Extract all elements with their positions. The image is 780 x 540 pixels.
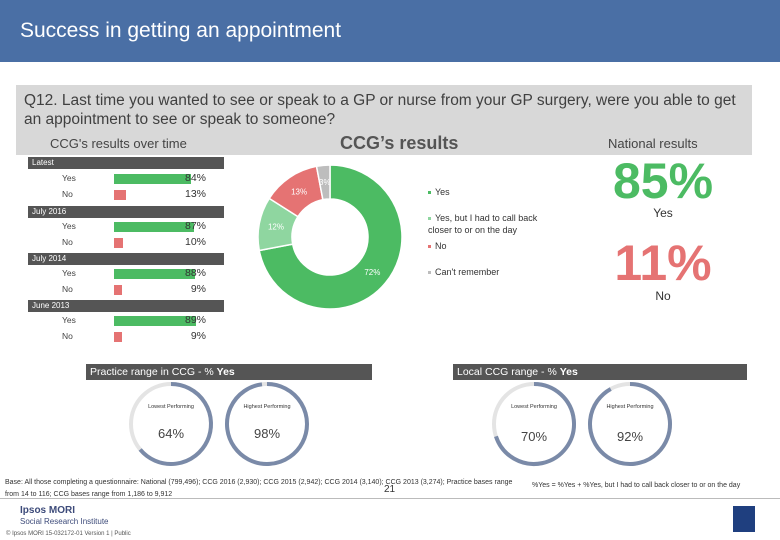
row-label: No [62, 284, 73, 294]
bar-2013-no [114, 332, 123, 342]
legend-item-yes-callback: Yes, but I had to call back closer to or… [428, 212, 558, 236]
row-label: Yes [62, 315, 76, 325]
national-yes-value: 85% [612, 153, 714, 209]
national-heading: National results [608, 136, 698, 151]
footer-divider [0, 498, 780, 499]
bar-2016-yes [114, 222, 195, 232]
bar-row-2016-no: No 10% [28, 236, 224, 250]
footer-copyright: © Ipsos MORI 15-032172-01 Version 1 | Pu… [6, 531, 131, 537]
practice-highest-label: Highest Performing [243, 404, 291, 410]
row-label: No [62, 331, 73, 341]
donut-slice-label: 3% [319, 178, 331, 187]
period-band-2016: July 2016 [28, 206, 224, 218]
local-lowest-label: Lowest Performing [511, 404, 557, 410]
page-number: 21 [384, 484, 396, 495]
donut-slice-3 [315, 164, 331, 201]
yes-definition-note: %Yes = %Yes + %Yes, but I had to call ba… [532, 482, 741, 489]
legend-label: Yes, but I had to call back closer to or… [428, 213, 538, 235]
gauge-fill-2 [494, 382, 576, 466]
donut-slice-label: 12% [268, 223, 284, 232]
practice-lowest-label: Lowest Performing [148, 404, 194, 410]
donut-slice-0 [258, 164, 403, 310]
legend-swatch [428, 217, 431, 221]
value-label: 87% [184, 220, 206, 232]
legend-label: No [435, 241, 447, 251]
practice-range-header: Practice range in CCG - % Yes [86, 364, 372, 380]
bar-2014-no [114, 285, 123, 295]
range-title: Local CCG range - % [457, 366, 560, 378]
bar-row-2014-yes: Yes 88% [28, 267, 224, 281]
range-title-bold: Yes [559, 366, 578, 378]
period-band-2013: June 2013 [28, 300, 224, 312]
row-label: Yes [62, 173, 76, 183]
row-label: Yes [62, 221, 76, 231]
row-label: No [62, 237, 73, 247]
national-yes-label: Yes [653, 206, 673, 220]
gauge-fill-1 [225, 382, 309, 466]
base-note: Base: All those completing a questionnai… [5, 479, 513, 498]
value-label: 13% [184, 188, 206, 200]
legend-item-cant-remember: Can't remember [428, 266, 499, 278]
range-gauges [129, 382, 672, 466]
gauge-fill-3 [588, 382, 672, 466]
range-title: Practice range in CCG - % [90, 366, 217, 378]
local-highest-label: Highest Performing [606, 404, 654, 410]
practice-highest-value: 98% [253, 426, 281, 441]
national-no-label: No [655, 289, 671, 303]
local-highest-value: 92% [616, 429, 644, 444]
bar-row-2014-no: No 9% [28, 283, 224, 297]
period-band-latest: Latest [28, 157, 224, 169]
national-no-value: 11% [614, 235, 712, 291]
page-title: Success in getting an appointment [20, 19, 342, 42]
donut-slice-label: 13% [291, 188, 307, 197]
legend-swatch [428, 245, 431, 249]
value-label: 88% [184, 267, 206, 279]
value-label: 10% [184, 236, 206, 248]
local-lowest-value: 70% [520, 429, 548, 444]
bar-row-2013-yes: Yes 89% [28, 314, 224, 328]
value-label: 84% [184, 172, 206, 184]
local-range-header: Local CCG range - % Yes [453, 364, 747, 380]
footer-logo-text: Ipsos MORI [20, 505, 76, 516]
bar-2013-yes [114, 316, 196, 326]
legend-item-no: No [428, 240, 447, 252]
ccg-heading: CCG’s results [340, 133, 459, 153]
value-label: 9% [190, 330, 206, 342]
bar-2016-no [114, 238, 124, 248]
practice-lowest-value: 64% [157, 426, 185, 441]
bar-2014-yes [114, 269, 195, 279]
range-title-bold: Yes [216, 366, 235, 378]
bar-row-2016-yes: Yes 87% [28, 220, 224, 234]
over-time-heading: CCG's results over time [50, 136, 187, 151]
question-box: Q12. Last time you wanted to see or spea… [16, 85, 752, 155]
row-label: Yes [62, 268, 76, 278]
bar-row-latest-yes: Yes 84% [28, 172, 224, 186]
footer-institute: Social Research Institute [20, 517, 109, 526]
bar-latest-yes [114, 174, 192, 184]
ccg-donut-chart: 72% 12% 13% 3% [257, 164, 403, 310]
value-label: 9% [190, 283, 206, 295]
period-band-2014: July 2014 [28, 253, 224, 265]
ipsos-logo-icon [733, 506, 755, 532]
donut-slice-label: 72% [364, 268, 380, 277]
legend-swatch [428, 191, 431, 195]
bar-latest-no [114, 190, 126, 200]
bar-row-2013-no: No 9% [28, 330, 224, 344]
value-label: 89% [184, 314, 206, 326]
legend-swatch [428, 271, 431, 275]
gauge-fill-0 [138, 382, 213, 466]
bar-row-latest-no: No 13% [28, 188, 224, 202]
row-label: No [62, 189, 73, 199]
legend-label: Can't remember [435, 267, 500, 277]
title-bar: Success in getting an appointment [0, 0, 780, 62]
question-text: Q12. Last time you wanted to see or spea… [24, 92, 736, 128]
legend-item-yes: Yes [428, 186, 450, 198]
legend-label: Yes [435, 187, 450, 197]
